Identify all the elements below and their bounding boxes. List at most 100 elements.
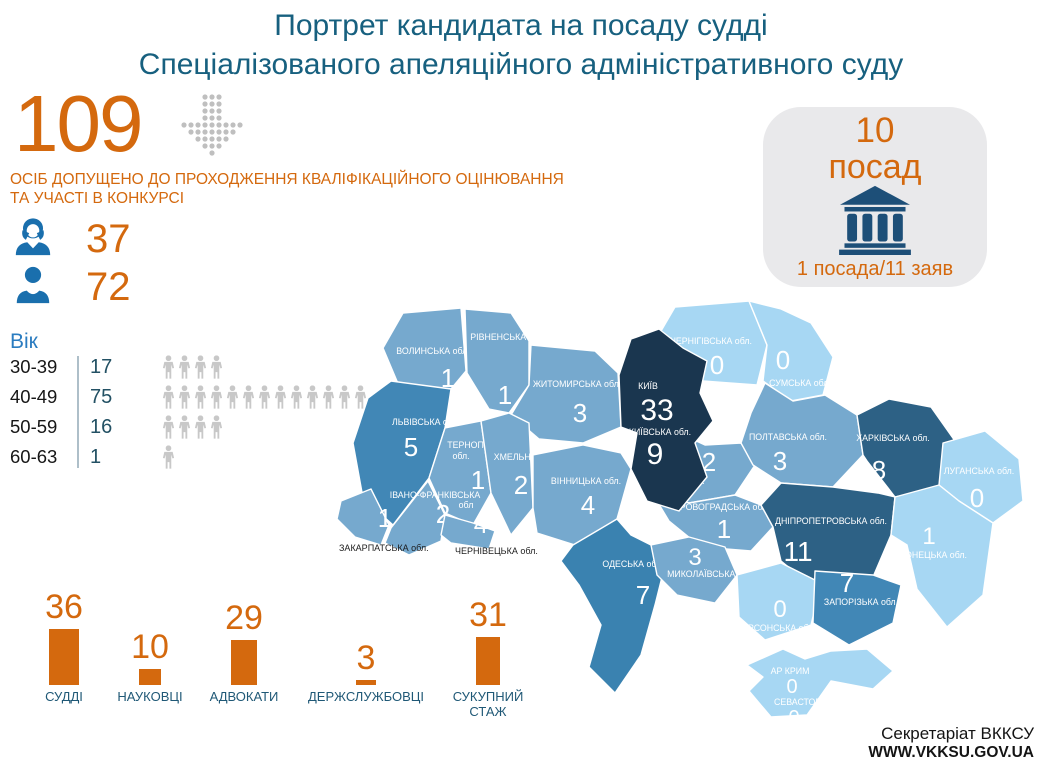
bar-value: 3 — [356, 639, 376, 677]
svg-text:ЗАПОРІЗЬКА обл.: ЗАПОРІЗЬКА обл. — [824, 597, 898, 607]
map-region-chernihivska: ЧЕРНІГІВСЬКА обл. 0 — [660, 300, 768, 386]
bar-value: 36 — [45, 588, 83, 626]
person-icon — [162, 355, 175, 380]
person-icon — [242, 385, 255, 410]
svg-text:4: 4 — [474, 509, 488, 539]
person-icon — [210, 355, 223, 380]
footer-website: WWW.VKKSU.GOV.UA — [868, 744, 1034, 761]
bar-group-total-experience: 31 СУКУПНИЙ СТАЖ — [438, 583, 538, 720]
svg-text:ХЕРСОНСЬКА обл.: ХЕРСОНСЬКА обл. — [736, 623, 816, 633]
bar-label: АДВОКАТИ — [209, 689, 279, 704]
svg-text:11: 11 — [783, 536, 812, 567]
age-value: 75 — [90, 385, 113, 408]
admitted-description-line2: ТА УЧАСТІ В КОНКУРСІ — [10, 190, 184, 208]
map-region-volynska: ВОЛИНСЬКА обл. 1 — [382, 307, 470, 393]
female-count: 37 — [86, 217, 131, 261]
bar-value: 29 — [225, 599, 263, 637]
svg-text:ХАРКІВСЬКА обл.: ХАРКІВСЬКА обл. — [856, 433, 929, 443]
age-range: 50-59 — [10, 416, 58, 437]
person-icon — [162, 445, 175, 470]
bar-group-civil-servants: 3 ДЕРЖСЛУЖБОВЦІ — [300, 583, 432, 705]
age-pictogram-row — [162, 355, 223, 380]
male-count: 72 — [86, 265, 131, 309]
svg-text:3: 3 — [573, 398, 587, 428]
person-icon — [274, 385, 287, 410]
svg-text:ЖИТОМИРСЬКА обл.: ЖИТОМИРСЬКА обл. — [533, 379, 621, 389]
map-region-khersonska: 0 ХЕРСОНСЬКА обл. — [736, 562, 822, 641]
svg-text:1: 1 — [471, 465, 485, 495]
bar — [48, 629, 79, 685]
map-region-odeska: ОДЕСЬКА обл. 7 — [560, 518, 666, 694]
svg-text:ВОЛИНСЬКА обл.: ВОЛИНСЬКА обл. — [396, 346, 469, 356]
positions-count: 10 — [855, 111, 895, 150]
admitted-description: ОСІБ ДОПУЩЕНО ДО ПРОХОДЖЕННЯ КВАЛІФІКАЦІ… — [10, 170, 660, 209]
person-icon — [162, 385, 175, 410]
age-pictogram-row — [162, 415, 223, 440]
bar-label: СУКУПНИЙ СТАЖ — [452, 689, 524, 719]
age-range: 40-49 — [10, 386, 58, 407]
map-region-dnipropetrovska: ДНІПРОПЕТРОВСЬКА обл. 11 — [760, 482, 896, 588]
person-icon — [178, 355, 191, 380]
svg-text:5: 5 — [404, 432, 418, 462]
admitted-count: 109 — [14, 79, 143, 168]
person-icon — [194, 355, 207, 380]
bar-group-judges: 36 СУДДІ — [18, 583, 110, 705]
svg-text:ІВАНО-ФРАНКІВСЬКА: ІВАНО-ФРАНКІВСЬКА — [390, 490, 481, 500]
positions-box: 10 посад 1 посада/11 заяв — [763, 107, 987, 287]
page-title: Портрет кандидата на посаду судді Спеціа… — [0, 6, 1042, 84]
svg-text:ЧЕРНІГІВСЬКА обл.: ЧЕРНІГІВСЬКА обл. — [670, 336, 752, 346]
svg-text:ПОЛТАВСЬКА обл.: ПОЛТАВСЬКА обл. — [749, 432, 827, 442]
age-row-40-49: 40-49 75 — [10, 382, 367, 412]
svg-text:1: 1 — [378, 503, 392, 533]
svg-text:1: 1 — [441, 363, 455, 393]
map-region-vinnytska: ВІННИЦЬКА обл. 4 — [532, 444, 632, 546]
person-icon — [194, 415, 207, 440]
positions-ratio: 1 посада/11 заяв — [796, 258, 954, 281]
svg-text:СУМСЬКА обл.: СУМСЬКА обл. — [769, 378, 831, 388]
person-icon — [306, 385, 319, 410]
age-section-label: Вік — [10, 330, 38, 353]
svg-text:0: 0 — [786, 676, 797, 698]
person-icon — [258, 385, 271, 410]
map-region-kharkivska: ХАРКІВСЬКА обл. 8 — [856, 398, 956, 498]
bar-group-advocates: 29 АДВОКАТИ — [198, 583, 290, 705]
footer: Секретаріат ВККСУ WWW.VKKSU.GOV.UA — [868, 724, 1034, 762]
age-range: 30-39 — [10, 356, 58, 377]
svg-text:ЧЕРНІВЕЦЬКА обл.: ЧЕРНІВЕЦЬКА обл. — [455, 546, 538, 556]
map-region-zhytomyrska: ЖИТОМИРСЬКА обл. 3 — [510, 344, 622, 444]
age-row-60-63: 60-63 1 — [10, 442, 175, 472]
map-region-ivano-frankivska: ІВАНО-ФРАНКІВСЬКА обл 2 — [384, 480, 481, 556]
svg-text:ХМЕЛЬНИЦЬКА: ХМЕЛЬНИЦЬКА — [494, 452, 561, 462]
ukraine-choropleth-map: ВОЛИНСЬКА обл. 1 РІВНЕНСЬКА обл. 1 ЖИТОМ… — [336, 300, 1024, 729]
map-region-donetska: 1 ДОНЕЦЬКА обл. — [890, 484, 994, 628]
svg-text:КИЇВСЬКА обл.: КИЇВСЬКА обл. — [629, 427, 691, 437]
svg-text:7: 7 — [636, 580, 650, 610]
svg-text:8: 8 — [872, 455, 886, 485]
person-icon — [162, 415, 175, 440]
bar-group-scholars: 10 НАУКОВЦІ — [104, 583, 196, 705]
svg-text:АР КРИМ: АР КРИМ — [771, 666, 810, 676]
female-icon — [15, 218, 51, 256]
admitted-description-line1: ОСІБ ДОПУЩЕНО ДО ПРОХОДЖЕННЯ КВАЛІФІКАЦІ… — [10, 171, 564, 188]
person-icon — [226, 385, 239, 410]
male-icon — [16, 266, 50, 304]
svg-text:ЛЬВІВСЬКА обл.: ЛЬВІВСЬКА обл. — [392, 417, 460, 427]
age-value: 16 — [90, 415, 113, 438]
bar — [356, 680, 376, 685]
map-region-sumska: 0 СУМСЬКА обл. — [748, 300, 834, 402]
svg-text:0: 0 — [970, 483, 984, 513]
svg-text:2: 2 — [702, 447, 716, 477]
map-region-crimea: АР КРИМ 0 СЕВАСТОПОЛЬ 0 — [746, 648, 894, 729]
page-title-line2: Спеціалізованого апеляційного адміністра… — [138, 48, 904, 81]
svg-text:РІВНЕНСЬКА обл.: РІВНЕНСЬКА обл. — [470, 332, 545, 342]
map-region-kyivska-and-kyiv: КИЇВ 33 КИЇВСЬКА обл. 9 — [618, 328, 714, 512]
page-title-line1: Портрет кандидата на посаду судді — [274, 9, 768, 42]
svg-text:3: 3 — [773, 446, 787, 476]
map-region-chernivetska: 4 ЧЕРНІВЕЦЬКА обл. — [440, 509, 538, 556]
svg-text:9: 9 — [647, 438, 664, 471]
svg-text:КІРОВОГРАДСЬКА обл.: КІРОВОГРАДСЬКА обл. — [672, 502, 769, 512]
person-icon — [178, 385, 191, 410]
person-icon — [194, 385, 207, 410]
svg-text:2: 2 — [514, 470, 528, 500]
